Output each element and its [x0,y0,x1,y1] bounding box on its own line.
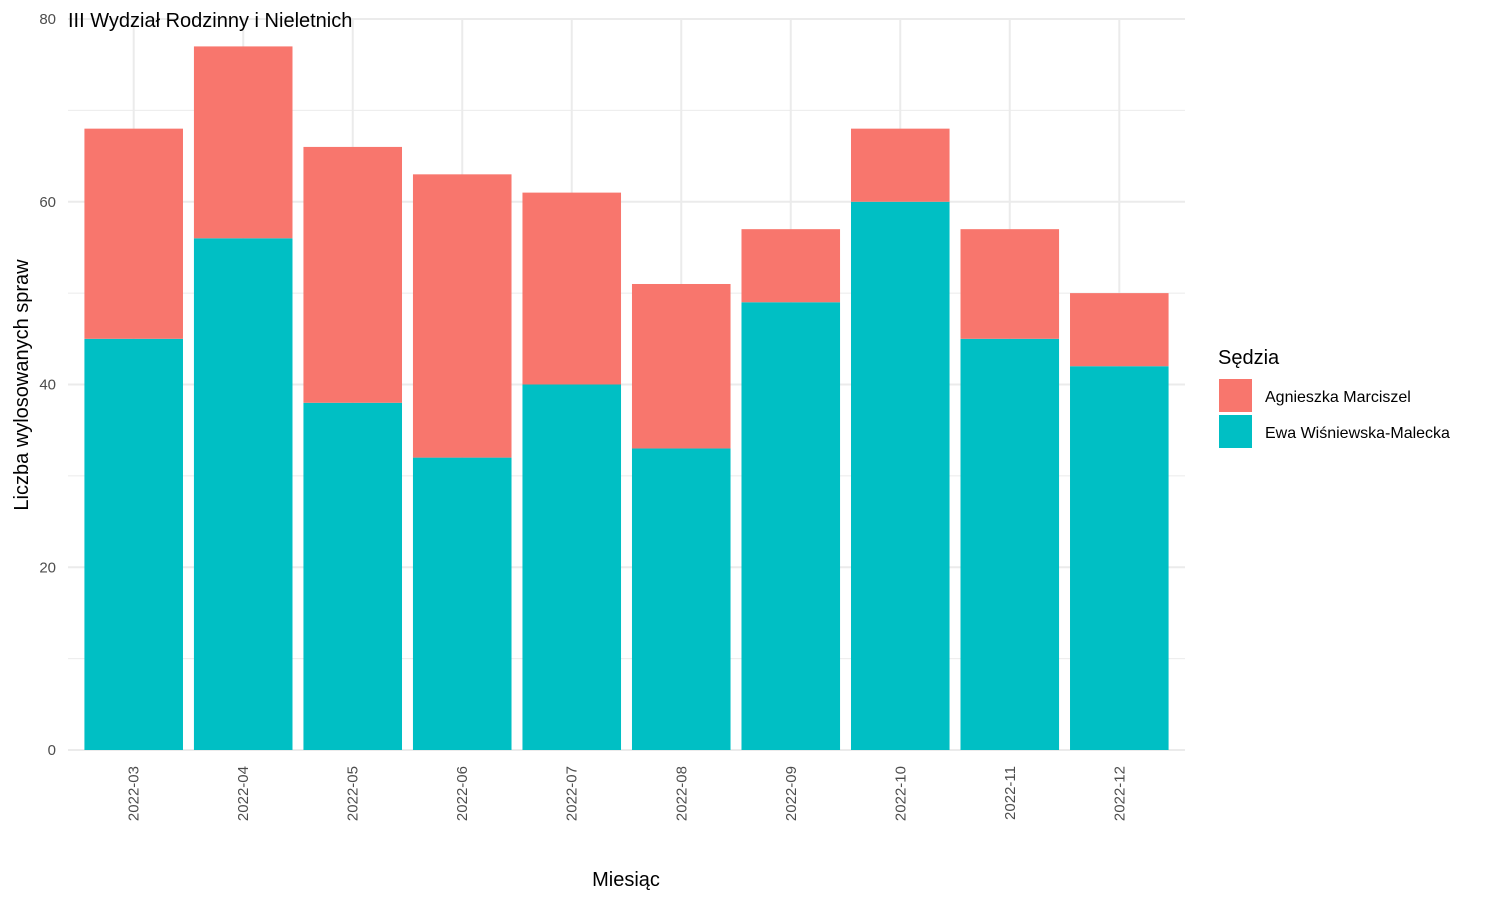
y-tick-label: 80 [39,11,56,28]
y-axis: 0 20 40 60 80 [39,11,56,759]
legend-key [1219,379,1252,412]
y-tick-label: 0 [48,742,56,759]
bar-ewa-wis-niewska-malecka-2022-12 [1070,366,1169,750]
y-tick-label: 20 [39,559,56,576]
bar-agnieszka-marciszel-2022-06 [412,174,512,458]
bars-layer [84,46,1169,751]
x-tick-label: 2022-04 [235,766,252,821]
x-axis: 2022-03 2022-04 2022-05 2022-06 2022-07 2022-… [126,766,1129,821]
legend-title: Sędzia [1218,347,1280,369]
legend: Sędzia Agnieszka Marciszel Ewa Wiśniewska… [1218,347,1450,448]
bar-agnieszka-marciszel-2022-05 [303,146,403,403]
bar-ewa-wis-niewska-malecka-2022-05 [303,402,403,750]
x-tick-label: 2022-10 [892,766,909,821]
x-tick-label: 2022-11 [1002,766,1019,820]
bar-ewa-wis-niewska-malecka-2022-04 [193,238,293,751]
bar-agnieszka-marciszel-2022-10 [850,128,950,202]
x-tick-label: 2022-08 [673,766,690,821]
bar-ewa-wis-niewska-malecka-2022-07 [522,384,622,750]
y-axis-title: Liczba wylosowanych spraw [11,259,33,511]
x-tick-label: 2022-06 [454,766,471,821]
x-tick-label: 2022-07 [564,766,581,821]
x-axis-title: Miesiąc [592,869,660,891]
bar-agnieszka-marciszel-2022-04 [193,46,293,239]
legend-key [1219,415,1252,448]
bar-agnieszka-marciszel-2022-12 [1070,293,1169,367]
legend-label: Agnieszka Marciszel [1265,389,1411,406]
bar-ewa-wis-niewska-malecka-2022-09 [741,302,841,750]
bar-ewa-wis-niewska-malecka-2022-08 [631,448,731,750]
y-tick-label: 40 [39,377,56,394]
chart-title: III Wydział Rodzinny i Nieletnich [68,10,352,32]
legend-label: Ewa Wiśniewska-Malecka [1265,425,1450,442]
y-tick-label: 60 [39,194,56,211]
bar-agnieszka-marciszel-2022-03 [84,128,183,339]
bar-agnieszka-marciszel-2022-07 [522,192,622,385]
bar-ewa-wis-niewska-malecka-2022-10 [850,201,950,750]
x-tick-label: 2022-03 [126,766,143,821]
bar-agnieszka-marciszel-2022-08 [631,283,731,449]
x-tick-label: 2022-05 [345,766,362,821]
bar-agnieszka-marciszel-2022-11 [960,229,1060,339]
bar-ewa-wis-niewska-malecka-2022-06 [412,457,512,750]
x-tick-label: 2022-09 [783,766,800,821]
bar-ewa-wis-niewska-malecka-2022-03 [84,338,183,750]
x-tick-label: 2022-12 [1111,766,1128,821]
bar-agnieszka-marciszel-2022-09 [741,229,841,303]
bar-ewa-wis-niewska-malecka-2022-11 [960,338,1060,750]
